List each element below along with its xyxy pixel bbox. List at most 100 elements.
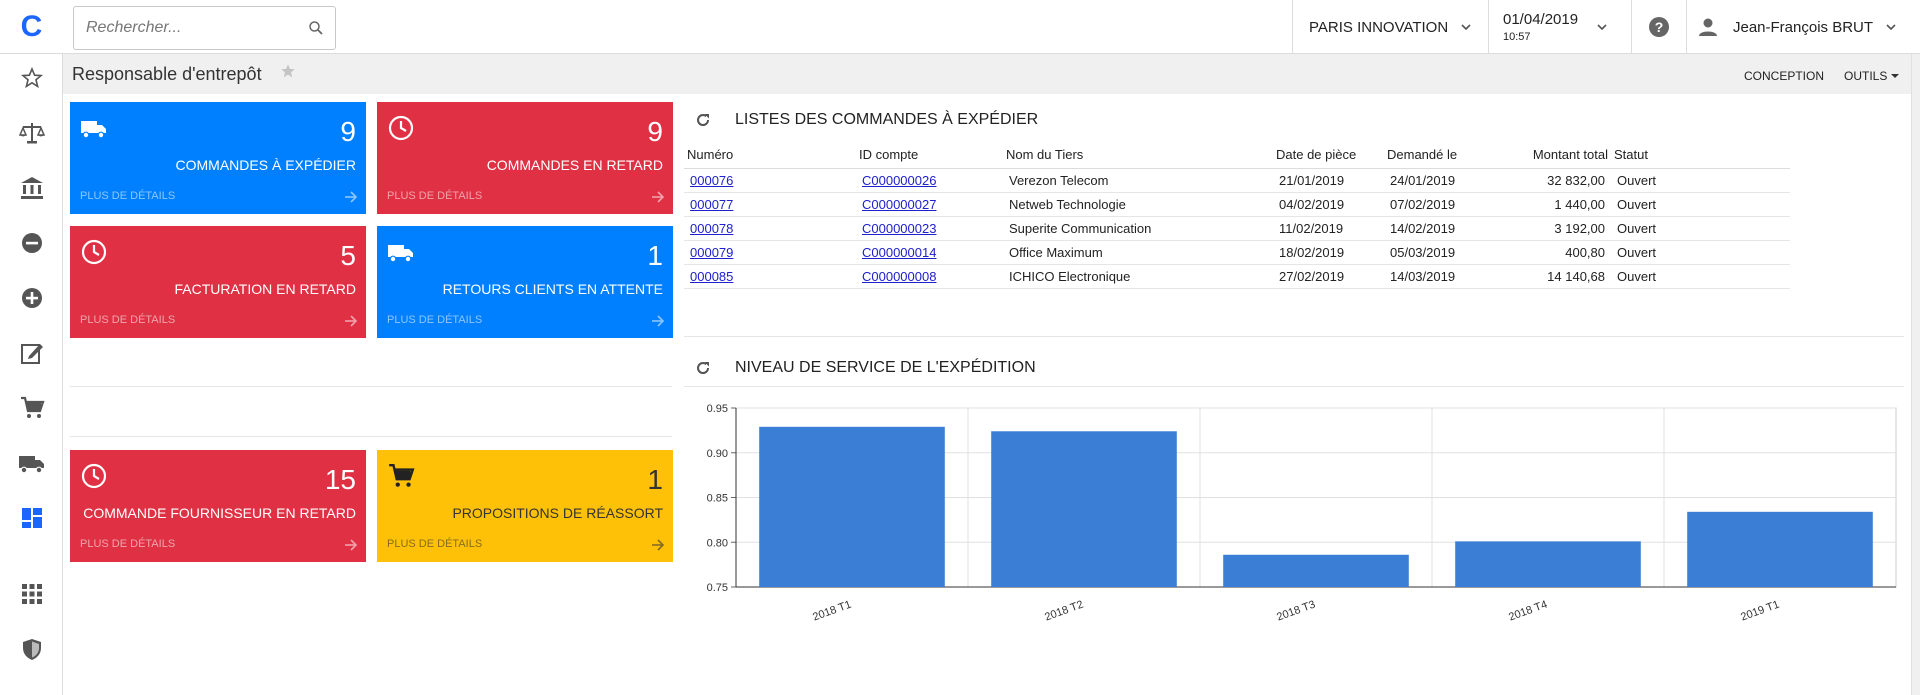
- table-row: 000078 C000000023 Superite Communication…: [684, 216, 1790, 241]
- sidebar-item-all-modules[interactable]: [0, 574, 63, 614]
- order-number-cell: 000076: [684, 168, 856, 193]
- account-id-link[interactable]: C000000023: [862, 220, 937, 236]
- order-number-link[interactable]: 000077: [690, 196, 734, 212]
- sidebar-item-finance[interactable]: [0, 113, 63, 153]
- sidebar-item-payables[interactable]: [0, 223, 63, 263]
- sidebar-item-distribution[interactable]: [0, 443, 63, 483]
- refresh-icon[interactable]: [695, 360, 711, 376]
- requested-date-cell: 24/01/2019: [1384, 168, 1491, 193]
- sidebar-item-receivables[interactable]: [0, 278, 63, 318]
- status-cell: Ouvert: [1611, 168, 1790, 193]
- account-id-cell: C000000014: [856, 240, 1003, 265]
- search-input[interactable]: [74, 7, 294, 49]
- tile-more-details-link[interactable]: PLUS DE DÉTAILS: [387, 314, 483, 326]
- divider: [70, 436, 672, 437]
- plus-circle-icon: [21, 288, 42, 308]
- account-id-cell: C000000027: [856, 192, 1003, 217]
- tile-more-details-link[interactable]: PLUS DE DÉTAILS: [387, 190, 483, 202]
- sidebar-item-banking[interactable]: [0, 168, 63, 208]
- y-tick-label: 0.75: [707, 582, 728, 594]
- column-header[interactable]: Statut: [1611, 142, 1790, 169]
- arrow-right-icon: [652, 315, 665, 327]
- tile-more-details-link[interactable]: PLUS DE DÉTAILS: [80, 314, 176, 326]
- customer-name-cell: Netweb Technologie: [1003, 192, 1273, 217]
- divider: [70, 386, 672, 387]
- scales-icon: [18, 123, 45, 144]
- sidebar: [0, 54, 63, 695]
- top-bar: C PARIS INNOVATION 01/04/2019 10:57 ? Je…: [0, 0, 1920, 54]
- tile-more-details-link[interactable]: PLUS DE DÉTAILS: [80, 190, 176, 202]
- cart-icon: [389, 464, 415, 487]
- search-icon[interactable]: [307, 19, 325, 37]
- sidebar-item-purchases[interactable]: [0, 388, 63, 428]
- column-header[interactable]: Montant total: [1491, 142, 1611, 169]
- customer-name-cell: Superite Communication: [1003, 216, 1273, 241]
- table-header-row: Numéro ID compte Nom du Tiers Date de pi…: [684, 142, 1790, 169]
- tile-late-invoicing[interactable]: 5 FACTURATION EN RETARD PLUS DE DÉTAILS: [70, 226, 366, 338]
- document-date-cell: 27/02/2019: [1273, 264, 1384, 289]
- order-number-link[interactable]: 000085: [690, 268, 734, 284]
- favorite-star-icon[interactable]: [279, 62, 297, 80]
- clock-icon: [388, 115, 414, 141]
- column-header[interactable]: Numéro: [684, 142, 856, 169]
- account-id-link[interactable]: C000000027: [862, 196, 937, 212]
- date-block: 01/04/2019 10:57: [1503, 11, 1578, 43]
- requested-date-cell: 14/03/2019: [1384, 264, 1491, 289]
- account-id-link[interactable]: C000000014: [862, 244, 937, 260]
- bar: [759, 426, 945, 587]
- sidebar-item-favorites[interactable]: [0, 58, 63, 98]
- requested-date-cell: 07/02/2019: [1384, 192, 1491, 217]
- truck-icon: [18, 456, 44, 474]
- arrow-right-icon: [345, 315, 358, 327]
- tools-menu-button[interactable]: OUTILS: [1844, 69, 1899, 83]
- tile-count: 9: [647, 116, 663, 147]
- truck-icon: [388, 245, 413, 263]
- design-button[interactable]: CONCEPTION: [1744, 69, 1825, 83]
- company-selector[interactable]: PARIS INNOVATION: [1292, 0, 1488, 54]
- sidebar-item-dashboards[interactable]: [0, 498, 63, 538]
- tile-count: 15: [324, 464, 356, 495]
- order-number-link[interactable]: 000078: [690, 220, 734, 236]
- tile-label: FACTURATION EN RETARD: [174, 281, 357, 297]
- chart-widget-title: NIVEAU DE SERVICE DE L'EXPÉDITION: [735, 359, 1036, 376]
- status-cell: Ouvert: [1611, 192, 1790, 217]
- app-logo[interactable]: C: [0, 0, 63, 54]
- tile-replenishment-proposals[interactable]: 1 PROPOSITIONS DE RÉASSORT PLUS DE DÉTAI…: [377, 450, 673, 562]
- customer-name-cell: Office Maximum: [1003, 240, 1273, 265]
- customer-name-cell: Verezon Telecom: [1003, 168, 1273, 193]
- chevron-down-icon: [1886, 24, 1896, 31]
- total-amount-cell: 3 192,00: [1491, 216, 1611, 241]
- help-button[interactable]: ?: [1631, 0, 1686, 54]
- tile-label: COMMANDE FOURNISSEUR EN RETARD: [83, 505, 356, 521]
- account-id-link[interactable]: C000000008: [862, 268, 937, 284]
- order-number-cell: 000079: [684, 240, 856, 265]
- sidebar-item-security[interactable]: [0, 629, 63, 669]
- x-tick-label: 2018 T3: [1275, 599, 1317, 624]
- order-number-link[interactable]: 000076: [690, 172, 734, 188]
- refresh-icon[interactable]: [695, 112, 711, 128]
- column-header[interactable]: Nom du Tiers: [1003, 142, 1273, 169]
- account-id-link[interactable]: C000000026: [862, 172, 937, 188]
- user-menu[interactable]: Jean-François BRUT: [1686, 0, 1920, 54]
- tile-more-details-link[interactable]: PLUS DE DÉTAILS: [80, 538, 176, 550]
- service-level-chart: 0.95 0.90 0.85 0.80 0.75 2018 T1 2018 T2 2018 T…: [707, 403, 1897, 624]
- search-box[interactable]: [73, 6, 336, 50]
- column-header[interactable]: ID compte: [856, 142, 1003, 169]
- order-number-link[interactable]: 000079: [690, 244, 734, 260]
- column-header[interactable]: Date de pièce: [1273, 142, 1384, 169]
- arrow-right-icon: [345, 539, 358, 551]
- business-date-selector[interactable]: 01/04/2019 10:57: [1488, 0, 1631, 54]
- tile-more-details-link[interactable]: PLUS DE DÉTAILS: [387, 538, 483, 550]
- tile-pending-returns[interactable]: 1 RETOURS CLIENTS EN ATTENTE PLUS DE DÉT…: [377, 226, 673, 338]
- status-cell: Ouvert: [1611, 264, 1790, 289]
- help-icon: ?: [1649, 17, 1669, 37]
- page-title: Responsable d'entrepôt: [72, 64, 262, 84]
- tile-late-orders[interactable]: 9 COMMANDES EN RETARD PLUS DE DÉTAILS: [377, 102, 673, 214]
- order-number-cell: 000078: [684, 216, 856, 241]
- tile-orders-to-ship[interactable]: 9 COMMANDES À EXPÉDIER PLUS DE DÉTAILS: [70, 102, 366, 214]
- column-header[interactable]: Demandé le: [1384, 142, 1491, 169]
- tile-late-supplier-orders[interactable]: 15 COMMANDE FOURNISSEUR EN RETARD PLUS D…: [70, 450, 366, 562]
- vertical-scrollbar[interactable]: [1911, 54, 1920, 695]
- apps-grid-icon: [21, 584, 42, 604]
- sidebar-item-sales[interactable]: [0, 333, 63, 373]
